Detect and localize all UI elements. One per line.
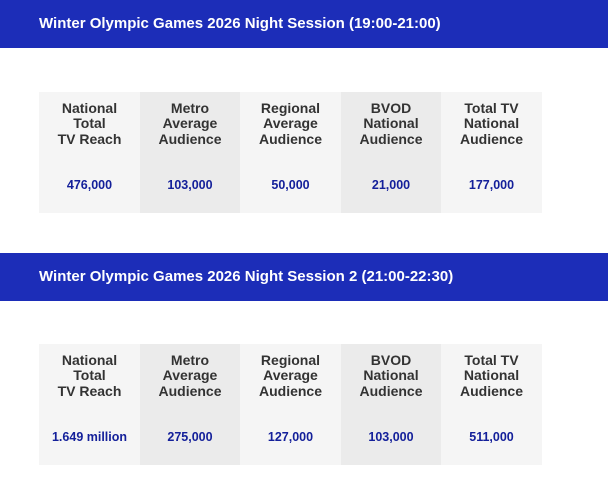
value-total-tv-national-audience: 177,000 xyxy=(441,156,542,213)
session-1-table: National Total TV Reach Metro Average Au… xyxy=(39,92,542,213)
value-metro-average-audience: 275,000 xyxy=(140,408,240,465)
header-national-total-tv-reach: National Total TV Reach xyxy=(39,92,140,156)
header-regional-average-audience: Regional Average Audience xyxy=(240,344,341,408)
session-1-title: Winter Olympic Games 2026 Night Session … xyxy=(0,0,608,48)
value-total-tv-national-audience: 511,000 xyxy=(441,408,542,465)
session-2-table: National Total TV Reach Metro Average Au… xyxy=(39,344,542,465)
header-total-tv-national-audience: Total TV National Audience xyxy=(441,92,542,156)
header-bvod-national-audience: BVOD National Audience xyxy=(341,344,441,408)
value-bvod-national-audience: 21,000 xyxy=(341,156,441,213)
value-regional-average-audience: 50,000 xyxy=(240,156,341,213)
header-total-tv-national-audience: Total TV National Audience xyxy=(441,344,542,408)
header-national-total-tv-reach: National Total TV Reach xyxy=(39,344,140,408)
header-metro-average-audience: Metro Average Audience xyxy=(140,344,240,408)
value-national-total-tv-reach: 1.649 million xyxy=(39,408,140,465)
value-national-total-tv-reach: 476,000 xyxy=(39,156,140,213)
session-2-title: Winter Olympic Games 2026 Night Session … xyxy=(0,253,608,301)
header-regional-average-audience: Regional Average Audience xyxy=(240,92,341,156)
value-bvod-national-audience: 103,000 xyxy=(341,408,441,465)
value-regional-average-audience: 127,000 xyxy=(240,408,341,465)
value-metro-average-audience: 103,000 xyxy=(140,156,240,213)
header-metro-average-audience: Metro Average Audience xyxy=(140,92,240,156)
header-bvod-national-audience: BVOD National Audience xyxy=(341,92,441,156)
